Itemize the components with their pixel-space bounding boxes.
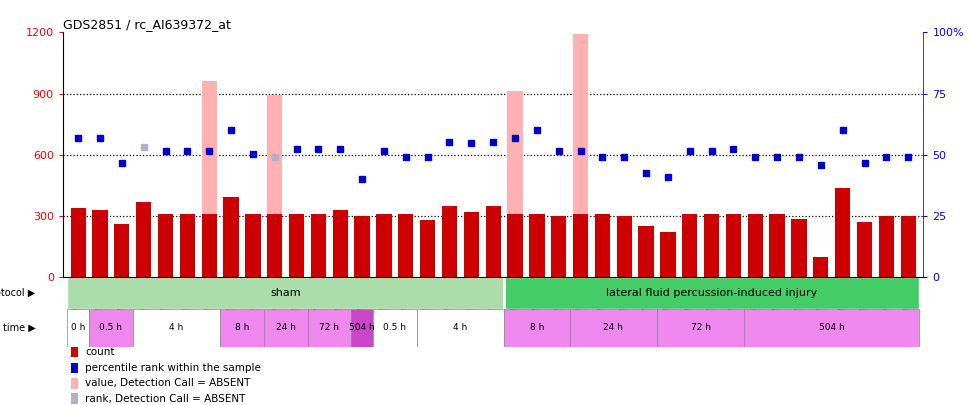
Text: percentile rank within the sample: percentile rank within the sample [85,363,261,373]
Bar [508,214,522,277]
Text: 4 h: 4 h [454,323,467,333]
Bar [504,309,570,347]
Bar [791,228,806,277]
Text: count: count [85,347,114,357]
Bar [572,214,588,277]
Bar [310,214,326,277]
Bar [68,309,89,347]
Bar [747,214,763,277]
Text: 4 h: 4 h [169,323,184,333]
Bar [704,214,719,277]
Bar [267,214,282,277]
Bar [246,214,260,277]
Bar [376,214,392,277]
Bar [835,188,850,277]
Bar [267,94,282,277]
Bar [220,309,264,347]
Bar [132,309,220,347]
Bar [617,216,631,277]
Bar [417,309,504,347]
Text: 72 h: 72 h [690,323,711,333]
Bar [136,202,151,277]
Bar [529,214,544,277]
Bar [351,309,373,347]
Text: 504 h: 504 h [349,323,375,333]
Bar [485,206,501,277]
Bar [638,226,654,277]
Bar [72,378,78,389]
Text: 0.5 h: 0.5 h [383,323,406,333]
Bar [333,210,348,277]
Text: value, Detection Call = ABSENT: value, Detection Call = ABSENT [85,378,250,388]
Bar [570,309,657,347]
Bar [89,309,132,347]
Text: 0.5 h: 0.5 h [100,323,123,333]
Text: time ▶: time ▶ [3,323,36,333]
Text: 72 h: 72 h [319,323,339,333]
Bar [791,219,806,277]
Text: protocol ▶: protocol ▶ [0,288,36,298]
Bar [420,220,435,277]
Bar [373,309,417,347]
Text: rank, Detection Call = ABSENT: rank, Detection Call = ABSENT [85,394,246,404]
Text: lateral fluid percussion-induced injury: lateral fluid percussion-induced injury [606,288,817,298]
Bar [264,309,308,347]
Bar [72,347,78,357]
Text: sham: sham [271,288,301,298]
Bar [657,309,745,347]
Bar [745,309,919,347]
Bar [813,256,829,277]
Text: 8 h: 8 h [530,323,544,333]
Bar [900,216,916,277]
Bar [158,214,173,277]
Bar [289,214,305,277]
Text: 24 h: 24 h [603,323,624,333]
Bar [464,212,479,277]
Bar [136,204,151,277]
Bar [355,216,369,277]
Bar [92,210,107,277]
Text: 504 h: 504 h [819,323,844,333]
Bar [682,214,697,277]
Bar [572,34,588,277]
Text: 0 h: 0 h [71,323,85,333]
Bar [508,92,522,277]
Bar [308,309,351,347]
Bar [71,208,86,277]
Bar [114,224,130,277]
Bar [201,81,217,277]
Bar [551,216,567,277]
Bar [857,222,872,277]
Bar [72,362,78,373]
Bar [660,232,676,277]
Bar [504,277,919,309]
Bar [879,216,894,277]
Bar [72,393,78,404]
Bar [201,214,217,277]
Bar [726,214,741,277]
Text: GDS2851 / rc_AI639372_at: GDS2851 / rc_AI639372_at [63,18,231,31]
Bar [595,214,610,277]
Bar [68,277,504,309]
Bar [398,214,414,277]
Bar [180,214,195,277]
Bar [770,214,785,277]
Bar [442,206,457,277]
Bar [223,198,239,277]
Text: 24 h: 24 h [276,323,296,333]
Text: 8 h: 8 h [235,323,249,333]
